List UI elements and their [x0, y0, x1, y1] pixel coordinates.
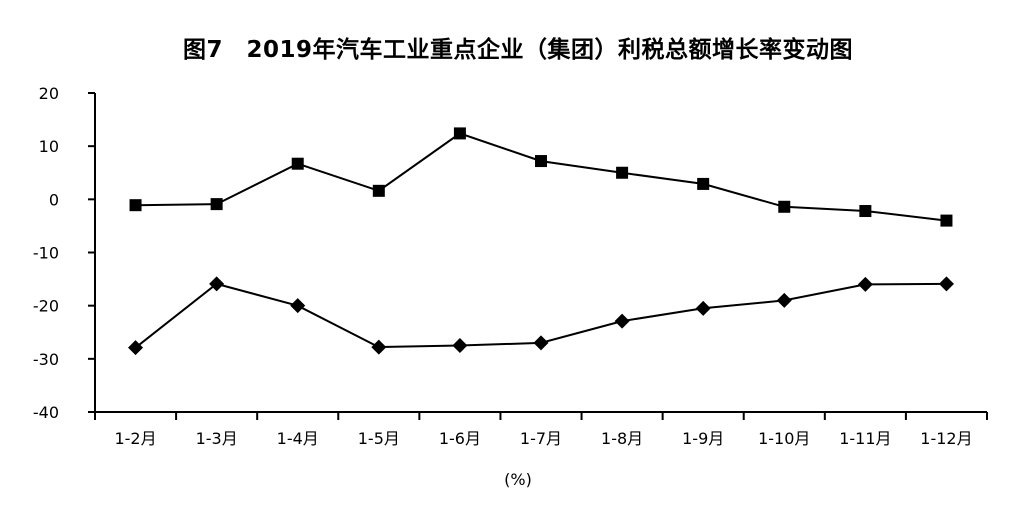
x-tick-label: 1-10月	[758, 429, 810, 448]
data-point-diamond	[452, 338, 468, 354]
y-tick-label: -40	[33, 403, 59, 422]
chart-title: 图7 2019年汽车工业重点企业（集团）利税总额增长率变动图	[182, 37, 854, 63]
line-chart: 20 10 0 -10 -20 -30 -40 1-2月 1-3月 1-4月 1-5月 1-6月 1-7…	[33, 84, 988, 448]
data-point-diamond	[128, 340, 144, 356]
x-tick-label: 1-11月	[839, 429, 891, 448]
y-tick-label: -10	[33, 244, 59, 263]
data-point-square	[535, 155, 547, 168]
data-point-diamond	[938, 276, 954, 292]
data-point-diamond	[695, 300, 711, 316]
data-point-square	[129, 199, 142, 212]
data-point-square	[616, 166, 629, 179]
data-point-diamond	[857, 276, 873, 292]
data-point-square	[859, 205, 872, 218]
x-tick-label: 1-2月	[114, 429, 156, 448]
data-point-diamond	[209, 276, 225, 292]
data-point-square	[372, 184, 385, 197]
data-point-square	[291, 157, 304, 170]
y-tick-label: -20	[33, 297, 59, 316]
x-tick-label: 1-6月	[439, 429, 481, 448]
data-point-diamond	[533, 335, 549, 351]
data-point-square	[210, 198, 223, 211]
series-diamond	[128, 276, 954, 356]
axes: 20 10 0 -10 -20 -30 -40 1-2月 1-3月 1-4月 1-5月 1-6月 1-7…	[33, 84, 988, 448]
x-tick-label: 1-4月	[277, 429, 319, 448]
x-tick-label: 1-12月	[920, 429, 972, 448]
data-point-diamond	[614, 313, 630, 329]
x-tick-label: 1-9月	[682, 429, 724, 448]
data-point-diamond	[290, 298, 306, 314]
x-tick-label: 1-7月	[520, 429, 562, 448]
data-point-square	[778, 200, 791, 213]
y-tick-label: 20	[39, 84, 59, 103]
data-point-square	[453, 127, 466, 140]
data-point-diamond	[371, 339, 387, 355]
data-point-square	[940, 214, 953, 227]
y-tick-label: 0	[49, 190, 59, 209]
unit-label: (%)	[504, 470, 532, 489]
series-line	[135, 132, 947, 222]
y-tick-label: -30	[33, 350, 59, 369]
x-tick-label: 1-5月	[358, 429, 400, 448]
y-tick-label: 10	[39, 137, 59, 156]
x-tick-label: 1-8月	[601, 429, 643, 448]
data-point-diamond	[776, 292, 792, 308]
x-tick-label: 1-3月	[196, 429, 238, 448]
series-layer	[128, 127, 954, 356]
series-square	[129, 127, 953, 227]
data-point-square	[697, 177, 710, 190]
